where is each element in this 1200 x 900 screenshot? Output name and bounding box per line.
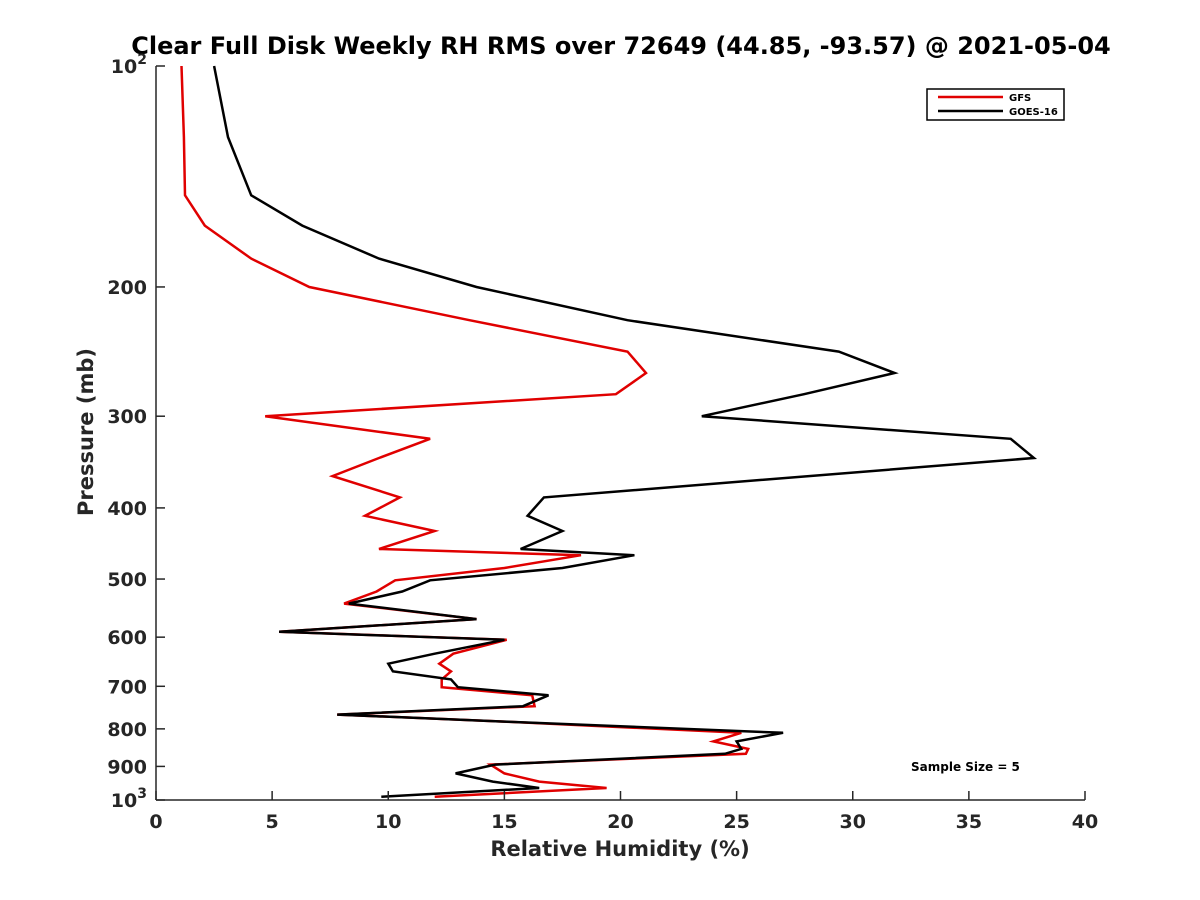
y-tick-label: 102 (111, 52, 147, 78)
y-tick-label: 300 (107, 406, 147, 428)
y-tick-label: 500 (107, 569, 147, 591)
x-tick-label: 0 (149, 811, 162, 833)
y-tick-label: 103 (111, 786, 147, 812)
x-tick-label: 35 (956, 811, 982, 833)
plot-area: 0 5 10 15 20 25 30 35 40 102 200 300 400 500 600 700 800… (107, 52, 1098, 833)
y-tick-label: 600 (107, 627, 147, 649)
series-line-gfs (180, 65, 750, 799)
y-axis-label: Pressure (mb) (74, 348, 98, 516)
y-tick-label: 200 (107, 277, 147, 299)
legend-box (926, 88, 1065, 121)
x-tick-label: 30 (840, 811, 866, 833)
x-tick-label: 15 (491, 811, 517, 833)
x-tick-label: 25 (723, 811, 749, 833)
sample-size-annotation: Sample Size = 5 (911, 760, 1020, 774)
y-tick-label: 800 (107, 719, 147, 741)
x-axis-label: Relative Humidity (%) (490, 837, 749, 861)
legend-label-gfs: GFS (1009, 93, 1031, 104)
y-tick-label: 400 (107, 498, 147, 520)
series-layer (180, 65, 1038, 799)
y-tick-label: 900 (107, 756, 147, 778)
chart-title: Clear Full Disk Weekly RH RMS over 72649… (131, 32, 1111, 60)
series-line-goes16 (212, 65, 1038, 799)
x-tick-label: 40 (1072, 811, 1098, 833)
x-tick-label: 10 (375, 811, 401, 833)
axes-layer: 0 5 10 15 20 25 30 35 40 102 200 300 400 500 600 700 800… (107, 52, 1098, 833)
legend: GFS GOES-16 (926, 88, 1065, 121)
x-tick-label: 20 (607, 811, 633, 833)
y-tick-label: 700 (107, 676, 147, 698)
x-tick-label: 5 (266, 811, 279, 833)
legend-label-goes16: GOES-16 (1009, 107, 1058, 118)
